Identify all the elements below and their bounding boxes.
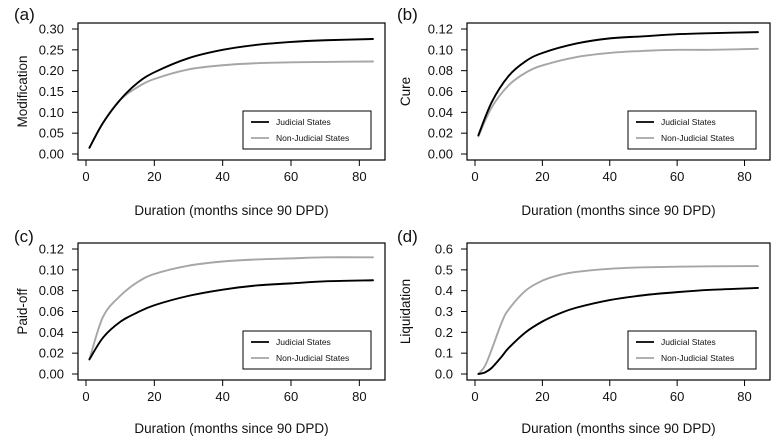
- y-axis-title: Paid-off: [15, 288, 30, 335]
- x-tick-label: 80: [737, 389, 751, 404]
- x-axis-title: Duration (months since 90 DPD): [134, 421, 328, 436]
- y-tick-label: 0.2: [435, 325, 453, 340]
- panel-label: (a): [14, 5, 35, 24]
- chart-panel: (a) 0 20 40 60 80 0.00 0.05 0.10 0.15 0.20 0.25 0.30…: [14, 5, 386, 218]
- y-tick-label: 0.02: [39, 346, 64, 361]
- y-tick-label: 0.12: [428, 22, 453, 37]
- y-tick-label: 0.12: [39, 242, 64, 257]
- y-axis-title: Cure: [398, 77, 413, 106]
- y-tick-label: 0.08: [428, 63, 453, 78]
- x-tick-label: 0: [471, 389, 478, 404]
- series-line: [477, 31, 759, 137]
- legend-label: Non-Judicial States: [661, 133, 734, 143]
- x-tick-label: 60: [284, 169, 298, 184]
- legend-label: Non-Judicial States: [661, 353, 734, 363]
- x-tick-label: 60: [670, 389, 684, 404]
- series-line: [477, 287, 759, 375]
- y-tick-label: 0.10: [39, 105, 64, 120]
- y-tick-label: 0.0: [435, 367, 453, 382]
- legend-box: [242, 110, 372, 150]
- y-tick-label: 0.30: [39, 22, 64, 37]
- chart-panel: (b) 0 20 40 60 80 0.00 0.02 0.04 0.06 0.08 0.10 0.12…: [397, 5, 771, 218]
- x-tick-label: 0: [82, 169, 89, 184]
- legend-label: Judicial States: [661, 337, 716, 347]
- series-line: [88, 256, 374, 361]
- x-axis-title: Duration (months since 90 DPD): [134, 203, 328, 218]
- y-tick-label: 0.06: [428, 84, 453, 99]
- y-tick-label: 0.08: [39, 283, 64, 298]
- x-axis-title: Duration (months since 90 DPD): [521, 203, 715, 218]
- x-tick-label: 80: [737, 169, 751, 184]
- legend-label: Judicial States: [276, 117, 331, 127]
- panel-label: (c): [14, 227, 34, 246]
- y-tick-label: 0.04: [39, 325, 64, 340]
- y-tick-label: 0.05: [39, 126, 64, 141]
- legend-label: Judicial States: [661, 117, 716, 127]
- y-tick-label: 0.00: [39, 367, 64, 382]
- x-axis-title: Duration (months since 90 DPD): [521, 421, 715, 436]
- x-tick-label: 40: [603, 169, 617, 184]
- y-tick-label: 0.10: [428, 42, 453, 57]
- x-tick-label: 20: [147, 169, 161, 184]
- x-tick-label: 60: [284, 389, 298, 404]
- y-tick-label: 0.4: [435, 283, 453, 298]
- y-tick-label: 0.02: [428, 126, 453, 141]
- x-tick-label: 40: [603, 389, 617, 404]
- series-line: [88, 279, 374, 361]
- chart-panel: (c) 0 20 40 60 80 0.00 0.02 0.04 0.06 0.08 0.10 0.12…: [14, 227, 386, 436]
- x-tick-label: 80: [352, 169, 366, 184]
- y-tick-label: 0.25: [39, 42, 64, 57]
- y-tick-label: 0.15: [39, 84, 64, 99]
- panel-label: (d): [397, 227, 418, 246]
- chart-panel: (d) 0 20 40 60 80 0.0 0.1 0.2 0.3 0.4 0.5 0.6 Duratio…: [397, 227, 771, 436]
- y-tick-label: 0.06: [39, 304, 64, 319]
- x-tick-label: 40: [215, 169, 229, 184]
- legend-label: Non-Judicial States: [276, 353, 349, 363]
- legend-box: [627, 110, 757, 150]
- legend-label: Non-Judicial States: [276, 133, 349, 143]
- x-tick-label: 80: [352, 389, 366, 404]
- y-tick-label: 0.6: [435, 242, 453, 257]
- legend-box: [627, 330, 757, 370]
- x-tick-label: 0: [471, 169, 478, 184]
- series-line: [477, 265, 759, 375]
- x-tick-label: 20: [535, 389, 549, 404]
- x-tick-label: 60: [670, 169, 684, 184]
- x-tick-label: 40: [215, 389, 229, 404]
- y-tick-label: 0.04: [428, 105, 453, 120]
- y-tick-label: 0.20: [39, 63, 64, 78]
- x-tick-label: 0: [82, 389, 89, 404]
- y-tick-label: 0.5: [435, 262, 453, 277]
- panel-label: (b): [397, 5, 418, 24]
- x-tick-label: 20: [147, 389, 161, 404]
- x-tick-label: 20: [535, 169, 549, 184]
- y-tick-label: 0.00: [39, 147, 64, 162]
- legend-box: [242, 330, 372, 370]
- y-tick-label: 0.10: [39, 262, 64, 277]
- series-line: [477, 47, 759, 138]
- series-line: [88, 38, 374, 149]
- y-tick-label: 0.1: [435, 346, 453, 361]
- y-tick-label: 0.00: [428, 147, 453, 162]
- y-tick-label: 0.3: [435, 304, 453, 319]
- y-axis-title: Liquidation: [398, 279, 413, 344]
- legend-label: Judicial States: [276, 337, 331, 347]
- y-axis-title: Modification: [15, 55, 30, 127]
